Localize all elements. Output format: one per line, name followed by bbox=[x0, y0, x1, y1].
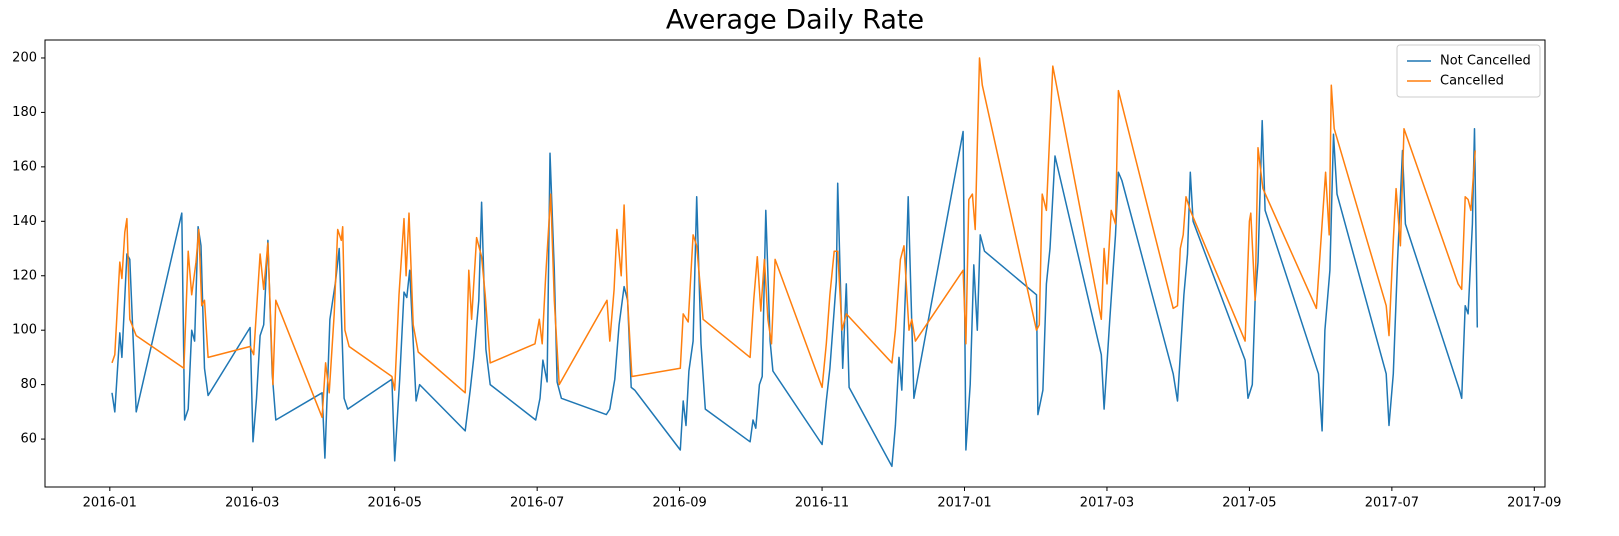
y-tick-label: 120 bbox=[12, 268, 37, 283]
x-tick-label: 2017-05 bbox=[1222, 496, 1276, 511]
x-tick-label: 2017-07 bbox=[1365, 496, 1419, 511]
plot-frame bbox=[44, 39, 1546, 488]
data-line bbox=[111, 57, 1476, 419]
legend-label: Not Cancelled bbox=[1440, 54, 1531, 69]
y-tick-label: 100 bbox=[12, 323, 37, 338]
x-tick-label: 2017-09 bbox=[1507, 496, 1561, 511]
y-tick-label: 160 bbox=[12, 159, 37, 174]
x-tick-label: 2017-01 bbox=[937, 496, 991, 511]
x-tick-label: 2016-07 bbox=[510, 496, 564, 511]
y-tick-label: 80 bbox=[20, 377, 37, 392]
y-tick-label: 180 bbox=[12, 105, 37, 120]
x-tick-label: 2016-11 bbox=[795, 496, 849, 511]
x-tick-label: 2016-09 bbox=[652, 496, 706, 511]
data-line bbox=[111, 119, 1479, 468]
legend-box bbox=[1396, 44, 1541, 98]
y-tick-label: 140 bbox=[12, 214, 37, 229]
x-tick-label: 2017-03 bbox=[1080, 496, 1134, 511]
x-tick-label: 2016-03 bbox=[225, 496, 279, 511]
chart-title: Average Daily Rate bbox=[666, 5, 924, 36]
y-tick-label: 60 bbox=[20, 432, 37, 447]
x-tick-label: 2016-01 bbox=[83, 496, 137, 511]
x-tick-label: 2016-05 bbox=[368, 496, 422, 511]
legend-label: Cancelled bbox=[1440, 74, 1504, 89]
y-tick-label: 200 bbox=[12, 50, 37, 65]
